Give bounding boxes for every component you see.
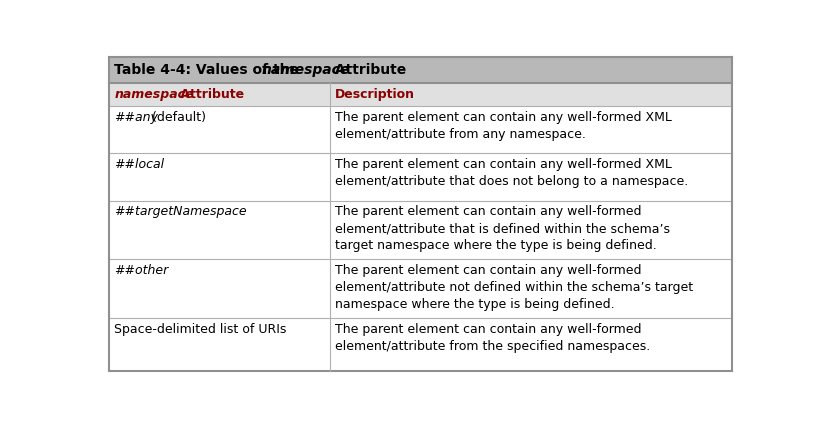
- Text: namespace: namespace: [261, 63, 349, 77]
- Text: ##targetNamespace: ##targetNamespace: [114, 205, 247, 218]
- Text: The parent element can contain any well-formed
element/attribute not defined wit: The parent element can contain any well-…: [335, 264, 693, 311]
- Text: The parent element can contain any well-formed XML
element/attribute from any na: The parent element can contain any well-…: [335, 111, 672, 141]
- Text: ##other: ##other: [114, 264, 168, 277]
- Bar: [109, 106, 731, 153]
- Bar: [109, 201, 731, 259]
- Text: The parent element can contain any well-formed
element/attribute that is defined: The parent element can contain any well-…: [335, 205, 669, 252]
- Text: Attribute: Attribute: [329, 63, 405, 77]
- Bar: [109, 318, 731, 371]
- Text: ##any: ##any: [114, 111, 158, 124]
- Text: Description: Description: [335, 88, 414, 101]
- Text: Space-delimited list of URIs: Space-delimited list of URIs: [114, 323, 286, 336]
- Bar: [109, 259, 731, 318]
- Text: namespace: namespace: [114, 88, 193, 101]
- Text: (default): (default): [148, 111, 206, 124]
- Text: ##local: ##local: [114, 158, 164, 171]
- Text: The parent element can contain any well-formed XML
element/attribute that does n: The parent element can contain any well-…: [335, 158, 688, 188]
- Bar: [109, 83, 731, 106]
- Text: Attribute: Attribute: [175, 88, 243, 101]
- Bar: [109, 153, 731, 201]
- Text: The parent element can contain any well-formed
element/attribute from the specif: The parent element can contain any well-…: [335, 323, 649, 353]
- Text: Table 4-4: Values of the: Table 4-4: Values of the: [114, 63, 304, 77]
- Bar: [109, 57, 731, 83]
